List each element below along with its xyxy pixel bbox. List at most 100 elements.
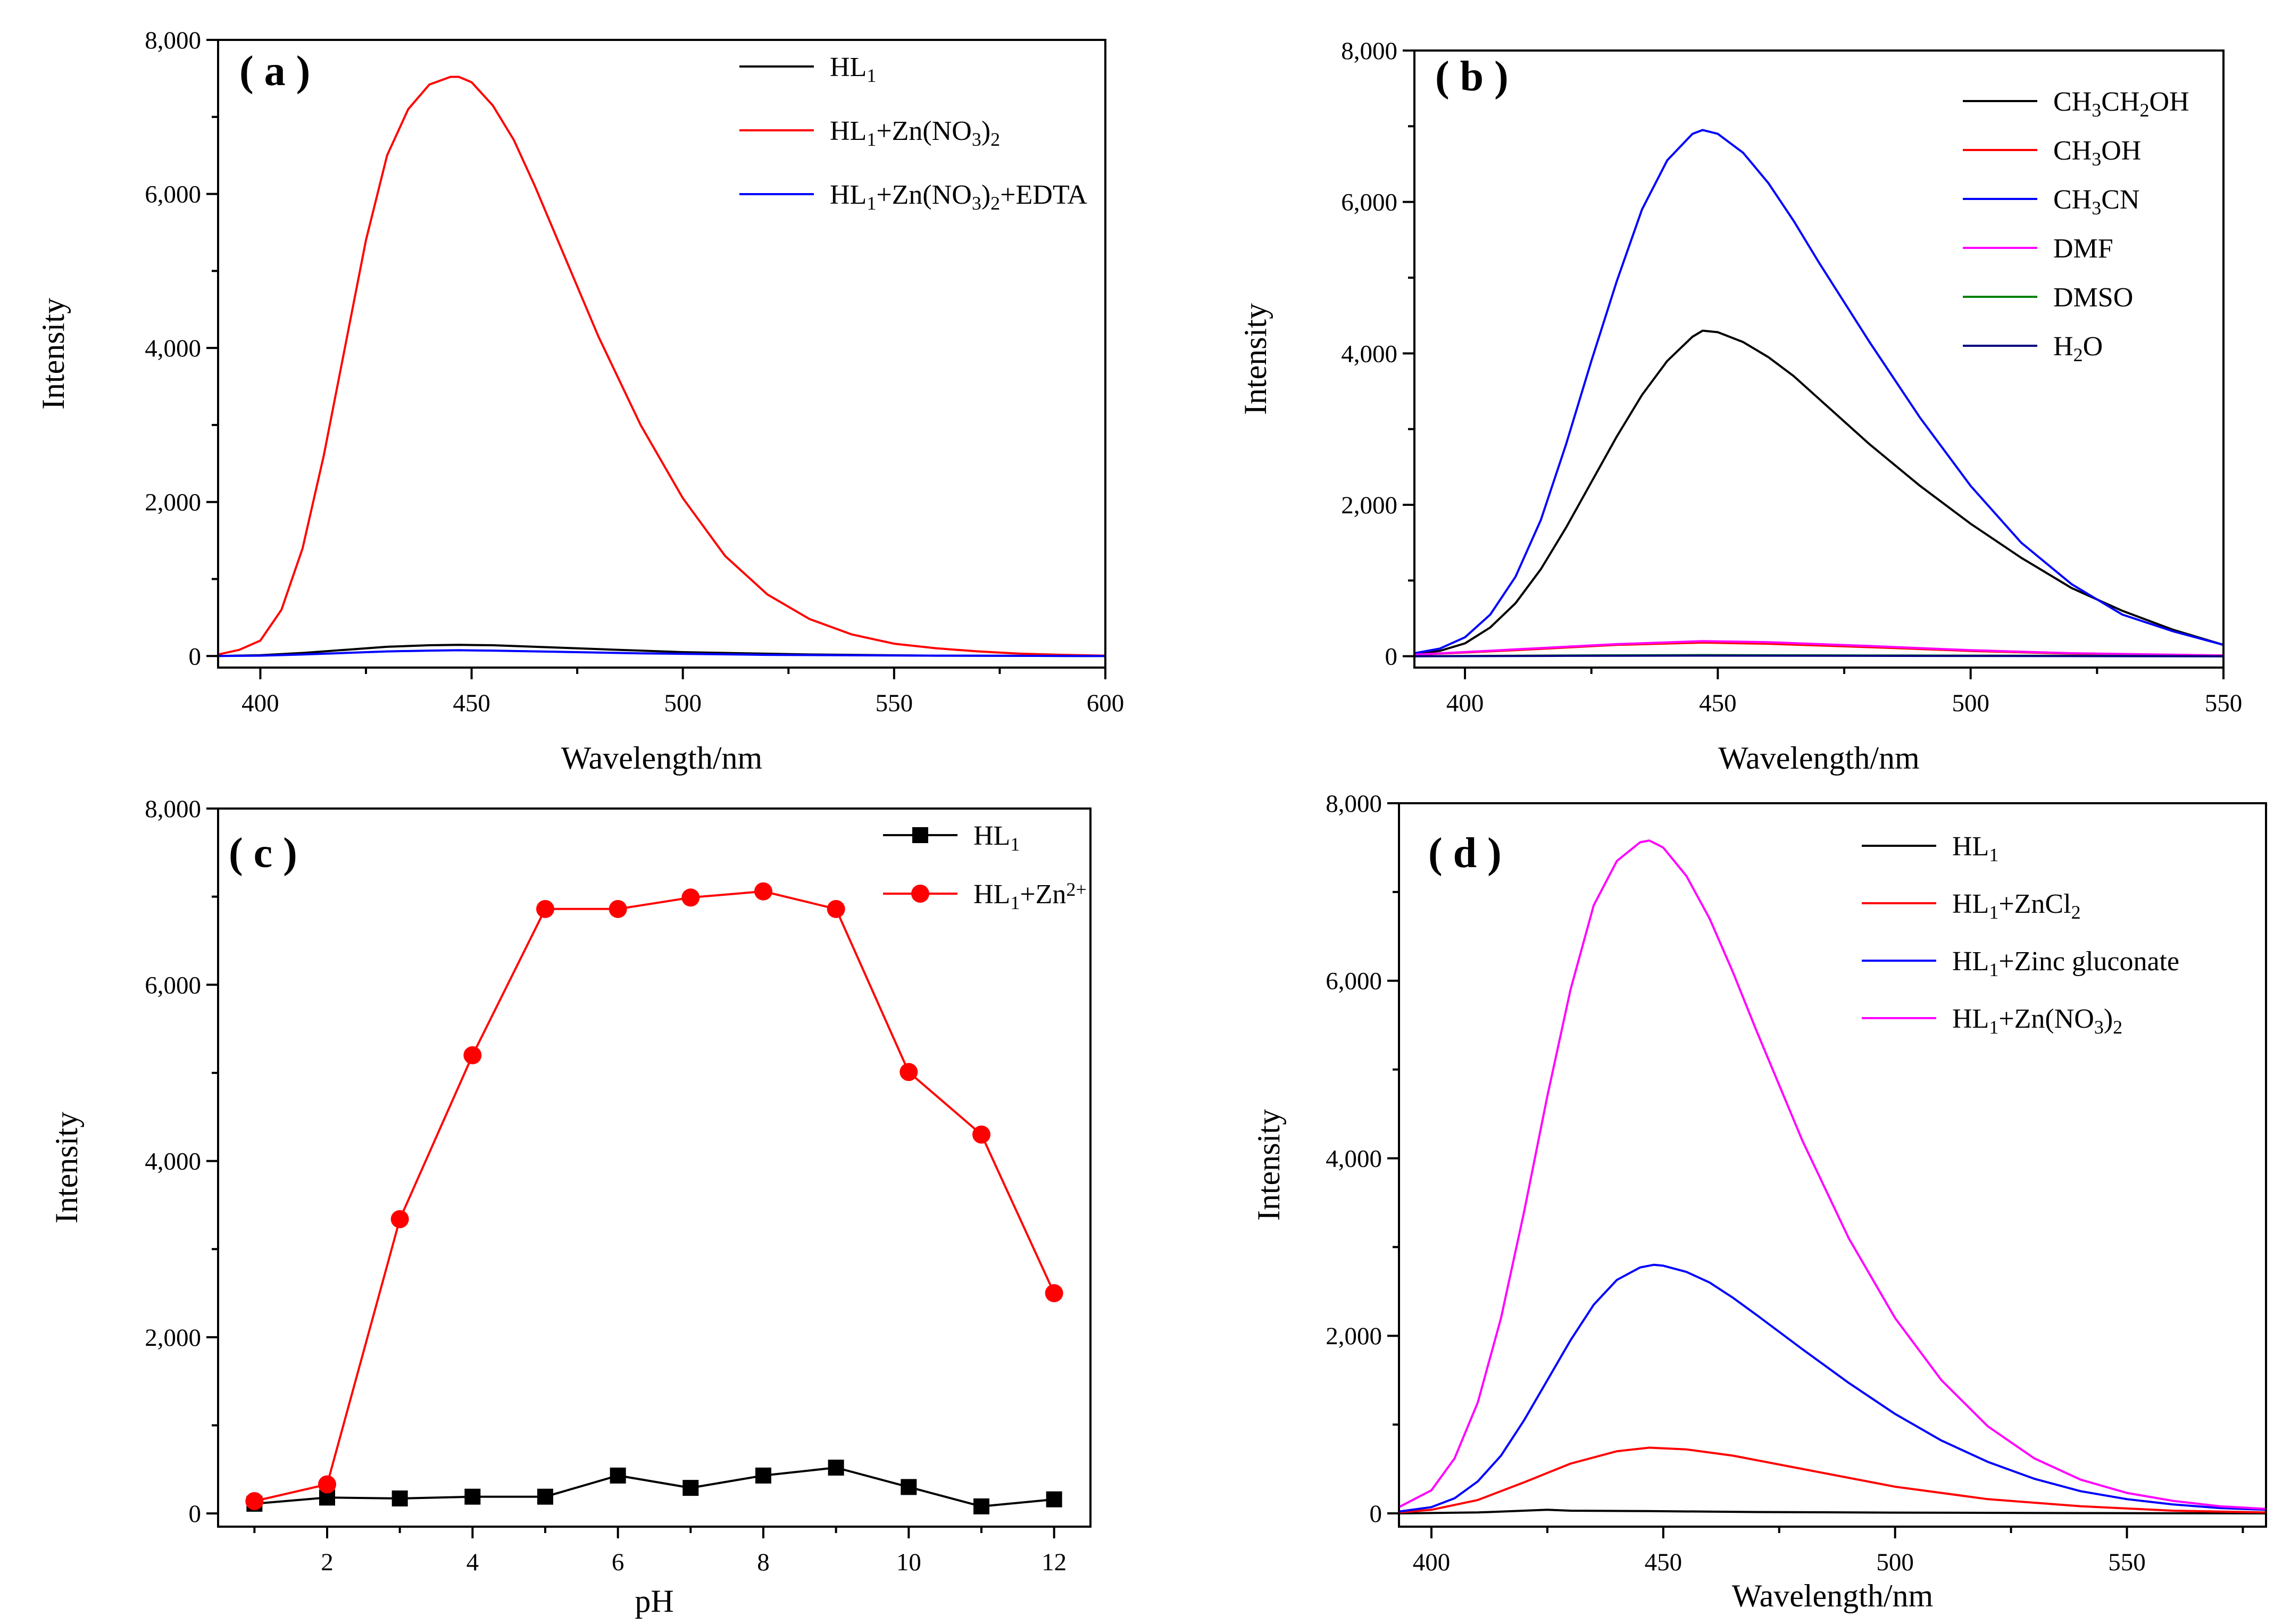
y-axis-label-d: Intensity bbox=[1251, 1109, 1286, 1221]
x-tick-label-a-0: 400 bbox=[241, 689, 279, 717]
y-tick-label-b-4: 8,000 bbox=[1341, 37, 1397, 65]
data-point-c-0-5 bbox=[610, 1467, 626, 1484]
data-point-c-0-4 bbox=[537, 1488, 553, 1505]
data-point-c-1-7 bbox=[754, 882, 772, 901]
x-axis-label-b: Wavelength/nm bbox=[1718, 740, 1919, 776]
y-tick-label-b-1: 2,000 bbox=[1341, 492, 1397, 519]
data-point-c-1-9 bbox=[899, 1063, 918, 1081]
panel-label-b: ( b ) bbox=[1435, 53, 1509, 100]
legend-label-d-1: HL1+ZnCl2 bbox=[1952, 889, 2081, 923]
x-tick-label-d-3: 550 bbox=[2108, 1548, 2146, 1576]
x-tick-label-b-3: 550 bbox=[2205, 689, 2243, 717]
data-point-c-1-10 bbox=[972, 1125, 990, 1144]
x-tick-label-b-0: 400 bbox=[1446, 689, 1484, 717]
data-point-c-1-0 bbox=[245, 1492, 264, 1510]
series-line-d-1 bbox=[1398, 1446, 2267, 1514]
series-line-c-0 bbox=[254, 1467, 1054, 1508]
chart-panel-a: 400 450 500 550 600 0 2,000 4,000 6,000 8,000 Wave… bbox=[36, 27, 1124, 776]
legend-label-b-5: H2O bbox=[2053, 331, 2103, 365]
legend-label-c-1: HL1+Zn2+ bbox=[973, 879, 1087, 913]
y-tick-label-a-2: 4,000 bbox=[145, 335, 201, 362]
chart-panel-d: 400 450 500 550 0 2,000 4,000 6,000 8,000 Wavelen… bbox=[1251, 790, 2267, 1613]
legend-label-d-3: HL1+Zn(NO3)2 bbox=[1952, 1004, 2122, 1038]
plot-frame-c bbox=[217, 807, 1092, 1528]
x-tick-label-c-3: 8 bbox=[757, 1548, 770, 1576]
x-tick-label-c-0: 2 bbox=[321, 1548, 334, 1576]
data-point-c-1-11 bbox=[1045, 1284, 1063, 1303]
series-line-b-3 bbox=[1414, 640, 2224, 657]
x-axis-label-a: Wavelength/nm bbox=[561, 740, 762, 776]
y-tick-label-a-0: 0 bbox=[189, 643, 202, 670]
legend-marker-c-1 bbox=[911, 885, 929, 903]
y-axis-label-c: Intensity bbox=[49, 1112, 84, 1223]
series-line-a-2 bbox=[218, 649, 1106, 657]
y-axis-label-b: Intensity bbox=[1238, 303, 1273, 415]
plot-frame-b bbox=[1413, 49, 2225, 669]
legend-label-c-0: HL1 bbox=[973, 821, 1020, 855]
x-tick-label-a-2: 500 bbox=[664, 689, 702, 717]
y-tick-label-a-4: 8,000 bbox=[145, 27, 201, 54]
legend-label-b-4: DMSO bbox=[2053, 282, 2133, 313]
legend-label-b-2: CH3CN bbox=[2053, 185, 2140, 219]
data-point-c-1-6 bbox=[681, 888, 700, 907]
data-point-c-0-7 bbox=[755, 1467, 771, 1484]
data-point-c-1-1 bbox=[318, 1475, 336, 1494]
data-point-c-1-3 bbox=[463, 1046, 482, 1064]
series-line-c-1 bbox=[254, 890, 1055, 1502]
x-tick-label-d-0: 400 bbox=[1413, 1548, 1451, 1576]
legend-label-a-1: HL1+Zn(NO3)2 bbox=[830, 116, 1000, 150]
legend-marker-c-0 bbox=[912, 827, 928, 843]
x-tick-label-a-3: 550 bbox=[876, 689, 913, 717]
data-point-c-1-5 bbox=[609, 900, 627, 918]
panel-label-d: ( d ) bbox=[1428, 830, 1502, 877]
series-line-a-1 bbox=[218, 76, 1106, 657]
y-tick-label-c-2: 4,000 bbox=[145, 1148, 201, 1176]
x-tick-label-d-1: 450 bbox=[1645, 1548, 1682, 1576]
series-line-d-0 bbox=[1398, 1509, 2267, 1514]
y-tick-label-d-1: 2,000 bbox=[1326, 1322, 1382, 1350]
y-tick-label-a-1: 2,000 bbox=[145, 489, 201, 517]
legend-label-b-0: CH3CH2OH bbox=[2053, 87, 2189, 121]
y-tick-label-d-0: 0 bbox=[1370, 1500, 1382, 1528]
series-line-b-0 bbox=[1414, 329, 2224, 655]
y-tick-label-c-0: 0 bbox=[189, 1500, 202, 1528]
chart-panel-b: 400 450 500 550 0 2,000 4,000 6,000 8,000 Wavelen… bbox=[1238, 37, 2242, 776]
x-tick-label-d-2: 500 bbox=[1876, 1548, 1914, 1576]
data-point-c-0-9 bbox=[901, 1479, 917, 1495]
x-tick-label-a-1: 450 bbox=[453, 689, 490, 717]
x-axis-label-d: Wavelength/nm bbox=[1732, 1578, 1933, 1613]
x-tick-label-a-4: 600 bbox=[1087, 689, 1124, 717]
y-tick-label-b-3: 6,000 bbox=[1341, 189, 1397, 216]
legend-label-a-2: HL1+Zn(NO3)2+EDTA bbox=[830, 180, 1087, 214]
legend-label-b-3: DMF bbox=[2053, 234, 2113, 264]
plot-frame-a bbox=[217, 39, 1106, 669]
x-tick-label-b-2: 500 bbox=[1952, 689, 1989, 717]
x-tick-label-c-4: 10 bbox=[896, 1548, 921, 1576]
y-tick-label-a-3: 6,000 bbox=[145, 181, 201, 209]
series-line-b-2 bbox=[1414, 129, 2224, 654]
data-point-c-1-2 bbox=[390, 1210, 409, 1228]
data-point-c-0-2 bbox=[392, 1490, 408, 1506]
legend-label-d-2: HL1+Zinc gluconate bbox=[1952, 946, 2179, 980]
x-tick-label-b-1: 450 bbox=[1699, 689, 1737, 717]
x-tick-label-c-5: 12 bbox=[1042, 1548, 1067, 1576]
series-line-d-2 bbox=[1398, 1263, 2267, 1513]
data-point-c-0-11 bbox=[1046, 1491, 1062, 1508]
y-tick-label-b-0: 0 bbox=[1385, 643, 1398, 671]
data-point-c-0-10 bbox=[973, 1498, 989, 1514]
x-tick-label-c-1: 4 bbox=[467, 1548, 479, 1576]
y-tick-label-d-2: 4,000 bbox=[1326, 1145, 1382, 1172]
panel-label-c: ( c ) bbox=[229, 830, 297, 877]
chart-panel-c: 2 4 6 8 10 12 0 2,000 4,000 6,000 8,000 pH Intensity… bbox=[49, 795, 1092, 1619]
series-line-d-3 bbox=[1398, 839, 2267, 1510]
y-axis-label-a: Intensity bbox=[36, 298, 71, 410]
x-tick-label-c-2: 6 bbox=[612, 1548, 624, 1576]
data-point-c-0-8 bbox=[828, 1460, 844, 1476]
y-tick-label-c-4: 8,000 bbox=[145, 795, 201, 823]
y-tick-label-b-2: 4,000 bbox=[1341, 340, 1397, 368]
legend-label-a-0: HL1 bbox=[830, 52, 876, 86]
plot-frame-d bbox=[1398, 802, 2267, 1528]
x-axis-label-c: pH bbox=[635, 1584, 673, 1619]
legend-label-b-1: CH3OH bbox=[2053, 136, 2141, 170]
